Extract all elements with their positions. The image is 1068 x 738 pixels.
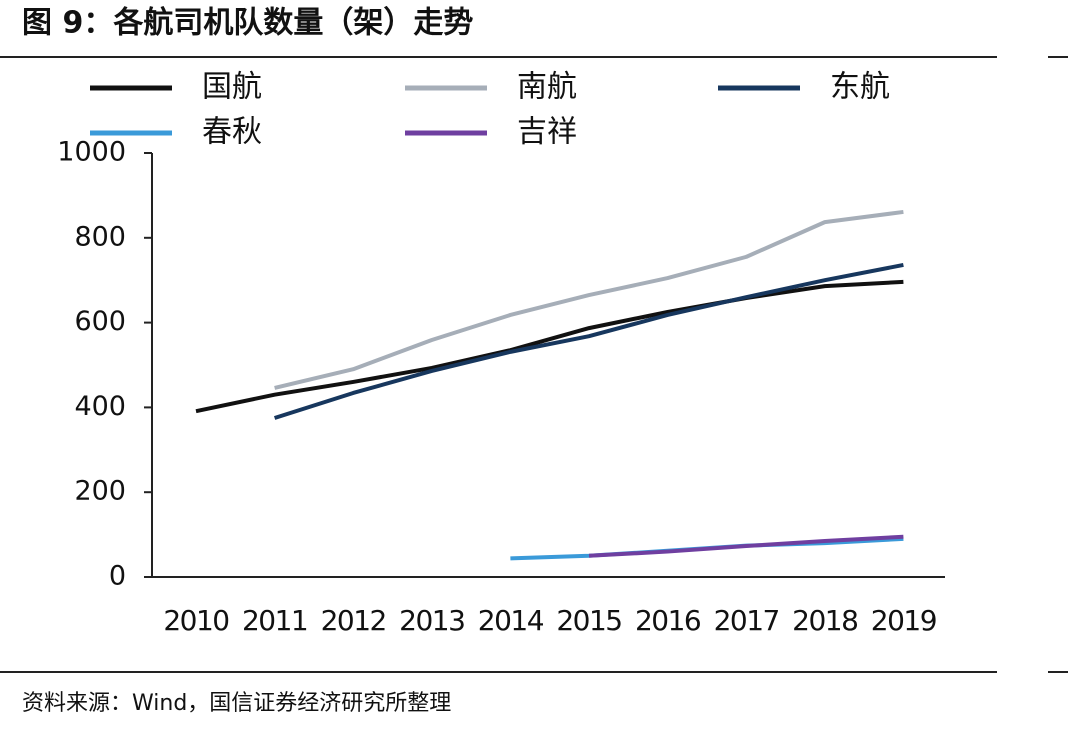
- y-tick-label: 600: [74, 306, 126, 337]
- y-tick-label: 400: [74, 391, 126, 422]
- x-tick-label: 2012: [321, 604, 386, 637]
- x-tick-label: 2017: [714, 604, 779, 637]
- source-note: 资料来源：Wind，国信证券经济研究所整理: [22, 691, 451, 716]
- y-tick-label: 1000: [57, 137, 126, 168]
- x-tick-label: 2014: [478, 604, 544, 637]
- series-line: [588, 534, 904, 558]
- x-tick-label: 2013: [399, 604, 464, 637]
- legend-label: 东航: [830, 70, 890, 105]
- series-line: [274, 209, 904, 390]
- y-tick-label: 200: [74, 476, 126, 507]
- x-tick-label: 2010: [163, 604, 228, 637]
- legend-label: 南航: [517, 70, 577, 105]
- legend-label: 吉祥: [517, 115, 577, 150]
- x-tick-label: 2011: [242, 604, 307, 637]
- x-tick-label: 2018: [792, 604, 857, 637]
- series-line: [195, 279, 904, 414]
- legend-label: 国航: [202, 70, 262, 105]
- series-line: [273, 262, 904, 420]
- x-tick-label: 2019: [871, 604, 936, 637]
- y-tick-label: 0: [109, 561, 126, 592]
- x-tick-label: 2015: [556, 604, 621, 637]
- y-tick-label: 800: [74, 221, 126, 252]
- legend-label: 春秋: [202, 115, 262, 150]
- x-tick-label: 2016: [635, 604, 701, 637]
- chart-title: 图 9：各航司机队数量（架）走势: [22, 6, 473, 41]
